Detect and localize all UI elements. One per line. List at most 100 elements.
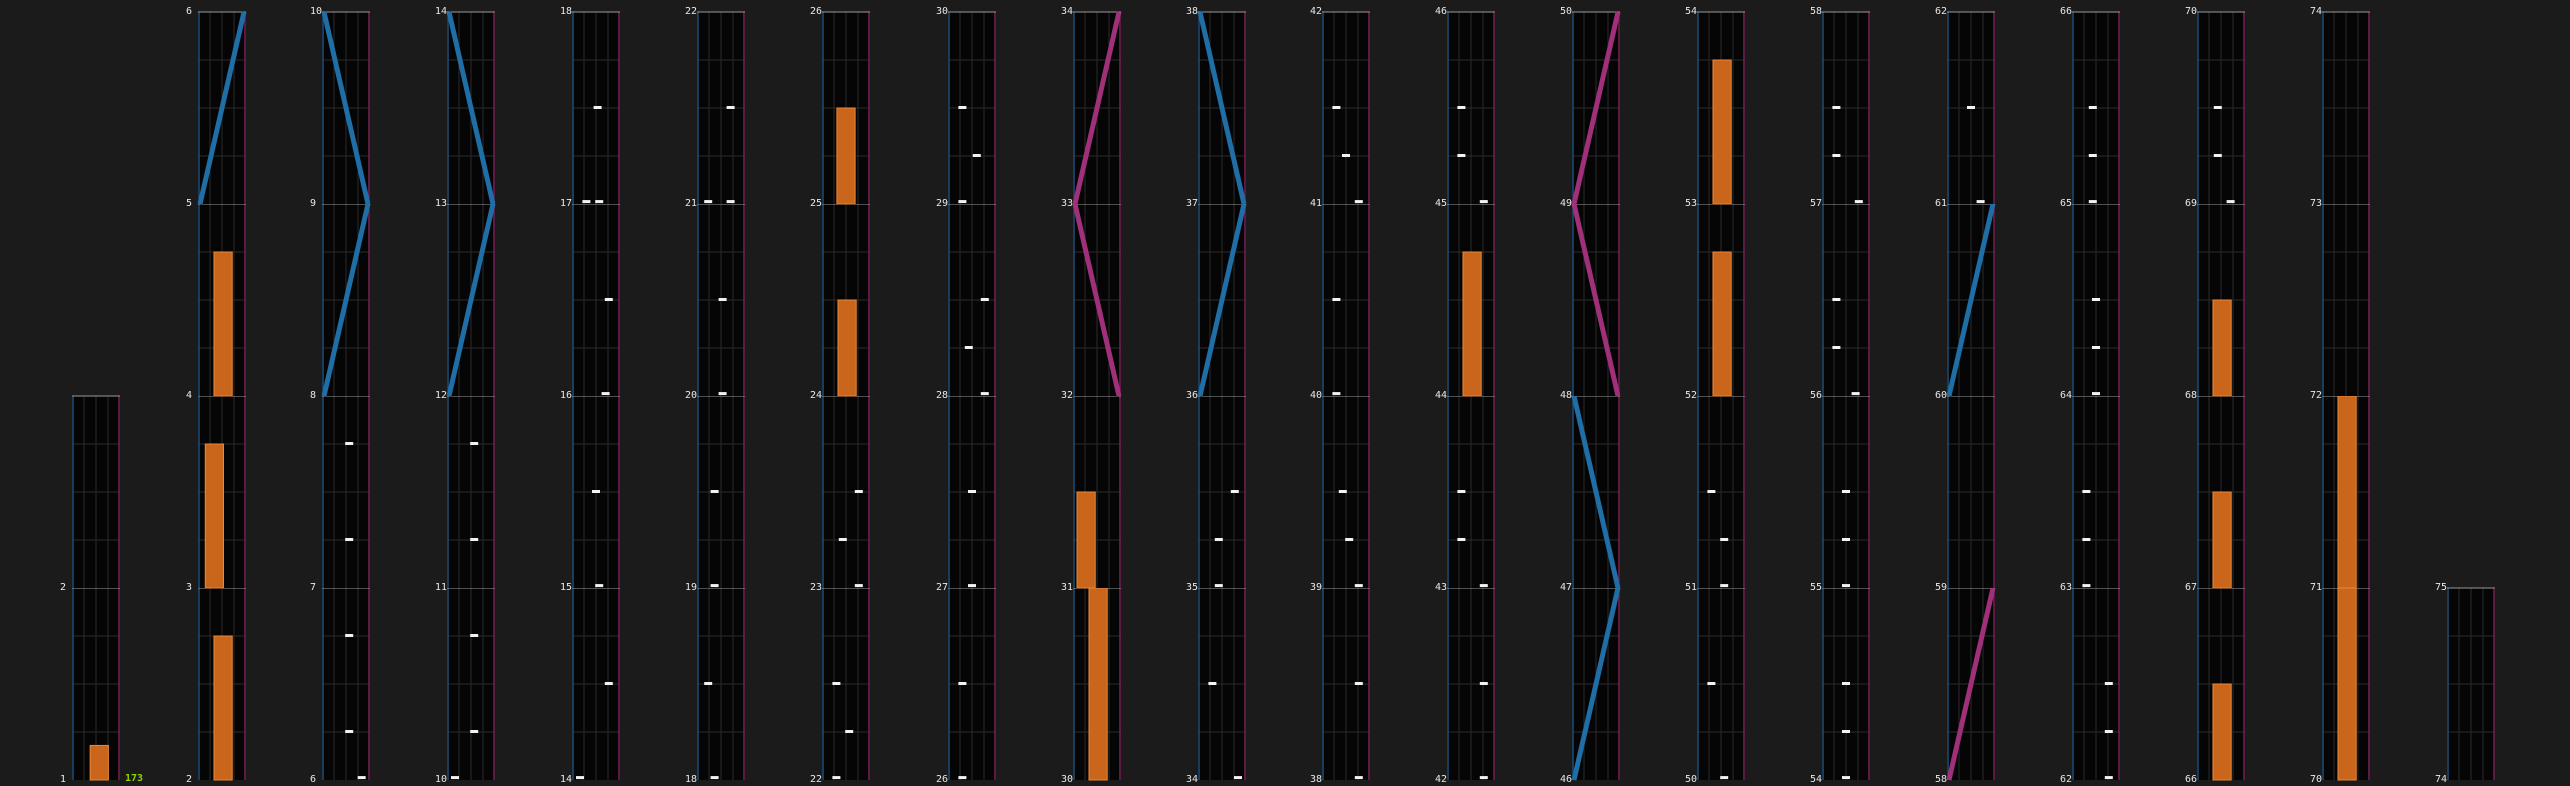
note-marker[interactable] bbox=[2082, 538, 2091, 541]
step-cell[interactable] bbox=[822, 395, 870, 588]
step-cell[interactable] bbox=[822, 11, 870, 205]
step-cell[interactable] bbox=[1697, 587, 1745, 780]
note-marker[interactable] bbox=[854, 490, 863, 493]
step-cell[interactable] bbox=[2322, 587, 2370, 781]
note-marker[interactable] bbox=[1479, 776, 1488, 780]
note-marker[interactable] bbox=[854, 584, 863, 588]
note-marker[interactable] bbox=[1842, 730, 1850, 733]
note-marker[interactable] bbox=[1332, 106, 1341, 109]
step-cell[interactable] bbox=[1322, 203, 1370, 396]
note-marker[interactable] bbox=[1214, 584, 1223, 588]
note-marker[interactable] bbox=[1457, 538, 1466, 541]
note-marker[interactable] bbox=[968, 584, 976, 588]
velocity-bar[interactable] bbox=[2212, 683, 2232, 781]
note-marker[interactable] bbox=[1707, 490, 1716, 493]
note-marker[interactable] bbox=[2104, 682, 2113, 685]
step-cell[interactable] bbox=[2447, 587, 2495, 780]
note-marker[interactable] bbox=[1707, 682, 1716, 685]
note-marker[interactable] bbox=[1332, 298, 1341, 301]
note-marker[interactable] bbox=[1345, 538, 1354, 541]
velocity-bar[interactable] bbox=[2337, 395, 2357, 589]
note-marker[interactable] bbox=[1457, 490, 1466, 493]
note-marker[interactable] bbox=[958, 106, 967, 109]
note-marker[interactable] bbox=[470, 442, 479, 445]
note-marker[interactable] bbox=[2088, 106, 2097, 109]
blue-automation-line[interactable] bbox=[1571, 395, 1621, 589]
blue-automation-line[interactable] bbox=[321, 11, 371, 205]
note-marker[interactable] bbox=[1832, 154, 1841, 157]
velocity-bar[interactable] bbox=[836, 107, 856, 205]
step-cell[interactable] bbox=[1697, 11, 1745, 205]
step-cell[interactable] bbox=[446, 203, 496, 397]
step-cell[interactable] bbox=[1322, 587, 1370, 780]
step-cell[interactable] bbox=[697, 203, 745, 396]
blue-automation-line[interactable] bbox=[197, 11, 247, 205]
step-cell[interactable] bbox=[198, 203, 246, 397]
note-marker[interactable] bbox=[1832, 298, 1841, 301]
step-cell[interactable] bbox=[697, 11, 745, 204]
step-cell[interactable] bbox=[1947, 11, 1995, 204]
step-cell[interactable] bbox=[2322, 203, 2370, 396]
note-marker[interactable] bbox=[451, 776, 459, 780]
velocity-bar[interactable] bbox=[213, 635, 233, 781]
step-cell[interactable] bbox=[572, 11, 620, 204]
step-cell[interactable] bbox=[697, 587, 745, 780]
step-cell[interactable] bbox=[1072, 203, 1122, 397]
velocity-bar[interactable] bbox=[2212, 299, 2232, 397]
step-cell[interactable] bbox=[321, 203, 371, 397]
note-marker[interactable] bbox=[601, 392, 610, 396]
step-cell[interactable] bbox=[1072, 11, 1122, 205]
note-marker[interactable] bbox=[1842, 776, 1850, 780]
step-cell[interactable] bbox=[447, 587, 495, 780]
note-marker[interactable] bbox=[980, 392, 989, 396]
note-marker[interactable] bbox=[980, 298, 989, 301]
note-marker[interactable] bbox=[1479, 200, 1488, 204]
velocity-bar[interactable] bbox=[1712, 251, 1732, 397]
velocity-bar[interactable] bbox=[2212, 491, 2232, 589]
step-cell[interactable] bbox=[1571, 203, 1621, 397]
note-marker[interactable] bbox=[964, 346, 973, 349]
magenta-automation-line[interactable] bbox=[1571, 203, 1621, 397]
step-cell[interactable] bbox=[1198, 587, 1246, 780]
note-marker[interactable] bbox=[832, 682, 841, 685]
step-cell[interactable] bbox=[321, 11, 371, 205]
blue-automation-line[interactable] bbox=[446, 11, 496, 205]
note-marker[interactable] bbox=[1354, 776, 1363, 780]
step-cell[interactable] bbox=[2197, 587, 2245, 781]
step-cell[interactable] bbox=[1447, 587, 1495, 780]
blue-automation-line[interactable] bbox=[1197, 11, 1247, 205]
step-cell[interactable] bbox=[1322, 395, 1370, 588]
velocity-bar[interactable] bbox=[2337, 587, 2357, 781]
step-cell[interactable] bbox=[1697, 395, 1745, 588]
note-marker[interactable] bbox=[592, 490, 600, 493]
note-marker[interactable] bbox=[1854, 200, 1863, 204]
step-cell[interactable] bbox=[1571, 587, 1621, 781]
note-marker[interactable] bbox=[1832, 346, 1841, 349]
note-marker[interactable] bbox=[832, 776, 841, 780]
note-marker[interactable] bbox=[1832, 106, 1841, 109]
note-marker[interactable] bbox=[710, 776, 719, 780]
step-cell[interactable] bbox=[2322, 395, 2370, 589]
step-cell[interactable] bbox=[1197, 203, 1247, 397]
step-cell[interactable] bbox=[948, 203, 996, 396]
note-marker[interactable] bbox=[2082, 490, 2091, 493]
step-cell[interactable] bbox=[197, 11, 247, 205]
velocity-bar[interactable] bbox=[204, 443, 225, 589]
note-marker[interactable] bbox=[1720, 584, 1729, 588]
note-marker[interactable] bbox=[958, 682, 967, 685]
step-cell[interactable] bbox=[2197, 203, 2245, 397]
magenta-automation-line[interactable] bbox=[1571, 11, 1621, 205]
note-marker[interactable] bbox=[726, 200, 735, 204]
step-cell[interactable] bbox=[1322, 11, 1370, 204]
step-cell[interactable] bbox=[447, 395, 495, 588]
note-marker[interactable] bbox=[345, 730, 354, 733]
note-marker[interactable] bbox=[1354, 200, 1363, 204]
step-cell[interactable] bbox=[72, 587, 120, 781]
step-cell[interactable] bbox=[572, 395, 620, 588]
note-marker[interactable] bbox=[2082, 584, 2091, 588]
note-marker[interactable] bbox=[2088, 154, 2097, 157]
note-marker[interactable] bbox=[2088, 200, 2097, 204]
note-marker[interactable] bbox=[1842, 538, 1850, 541]
note-marker[interactable] bbox=[2213, 106, 2222, 109]
note-marker[interactable] bbox=[1354, 682, 1363, 685]
